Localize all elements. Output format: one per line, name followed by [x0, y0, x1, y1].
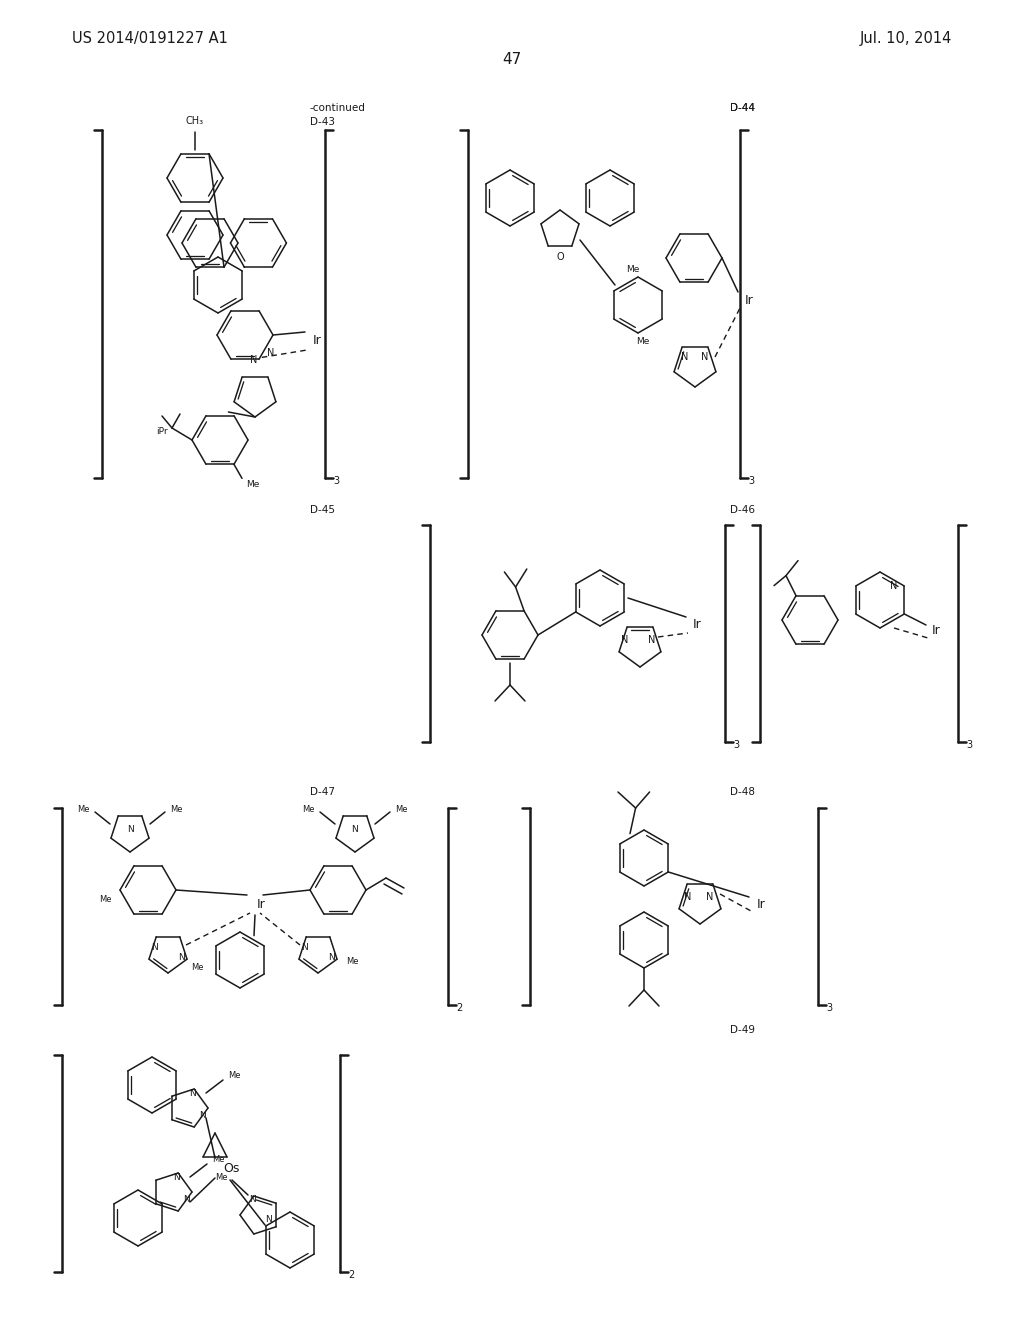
Text: N: N	[351, 825, 358, 833]
Text: N: N	[681, 352, 689, 362]
Text: Ir: Ir	[313, 334, 322, 346]
Text: O: O	[556, 252, 564, 261]
Text: N: N	[301, 944, 308, 953]
Text: N: N	[152, 944, 158, 953]
Text: D-45: D-45	[310, 506, 335, 515]
Text: Me: Me	[212, 1155, 224, 1164]
Text: 3: 3	[966, 741, 972, 750]
Text: iPr: iPr	[157, 428, 168, 437]
Text: Me: Me	[636, 337, 649, 346]
Text: D-44: D-44	[730, 103, 755, 114]
Text: Me: Me	[191, 964, 204, 973]
Text: Ir: Ir	[932, 623, 941, 636]
Text: Os: Os	[223, 1162, 240, 1175]
Text: N: N	[684, 892, 691, 902]
Text: N: N	[890, 581, 898, 591]
Text: D-49: D-49	[730, 1026, 755, 1035]
Text: Me: Me	[302, 805, 315, 814]
Text: -continued: -continued	[310, 103, 366, 114]
Text: Ir: Ir	[745, 293, 754, 306]
Text: D-43: D-43	[310, 117, 335, 127]
Text: Ir: Ir	[757, 899, 766, 912]
Text: D-48: D-48	[730, 787, 755, 797]
Text: D-44: D-44	[730, 103, 755, 114]
Text: N: N	[178, 953, 184, 962]
Text: Me: Me	[78, 805, 90, 814]
Text: 2: 2	[348, 1270, 354, 1280]
Text: Me: Me	[170, 805, 182, 814]
Text: Ir: Ir	[693, 619, 701, 631]
Text: N: N	[189, 1089, 197, 1097]
Text: Me: Me	[246, 480, 259, 488]
Text: Me: Me	[215, 1172, 228, 1181]
Text: N: N	[200, 1111, 207, 1121]
Text: N: N	[264, 1216, 271, 1225]
Text: Me: Me	[627, 264, 640, 273]
Text: N: N	[648, 635, 655, 645]
Text: N: N	[174, 1172, 180, 1181]
Text: 3: 3	[733, 741, 739, 750]
Text: N: N	[249, 1196, 255, 1204]
Text: D-47: D-47	[310, 787, 335, 797]
Text: 3: 3	[826, 1003, 833, 1012]
Text: Ir: Ir	[257, 899, 266, 912]
Text: N: N	[266, 348, 273, 358]
Text: D-46: D-46	[730, 506, 755, 515]
Text: N: N	[328, 953, 335, 962]
Text: N: N	[622, 635, 629, 645]
Text: Me: Me	[228, 1072, 241, 1081]
Text: N: N	[183, 1196, 190, 1204]
Text: N: N	[707, 892, 714, 902]
Text: N: N	[250, 355, 257, 366]
Text: Me: Me	[99, 895, 112, 904]
Text: 2: 2	[456, 1003, 462, 1012]
Text: CH₃: CH₃	[186, 116, 204, 125]
Text: Jul. 10, 2014: Jul. 10, 2014	[859, 30, 952, 45]
Text: Me: Me	[346, 957, 358, 965]
Text: N: N	[127, 825, 133, 833]
Text: 47: 47	[503, 53, 521, 67]
Text: 3: 3	[333, 477, 339, 486]
Text: 3: 3	[748, 477, 754, 486]
Text: N: N	[701, 352, 709, 362]
Text: Me: Me	[395, 805, 408, 814]
Text: US 2014/0191227 A1: US 2014/0191227 A1	[72, 30, 228, 45]
